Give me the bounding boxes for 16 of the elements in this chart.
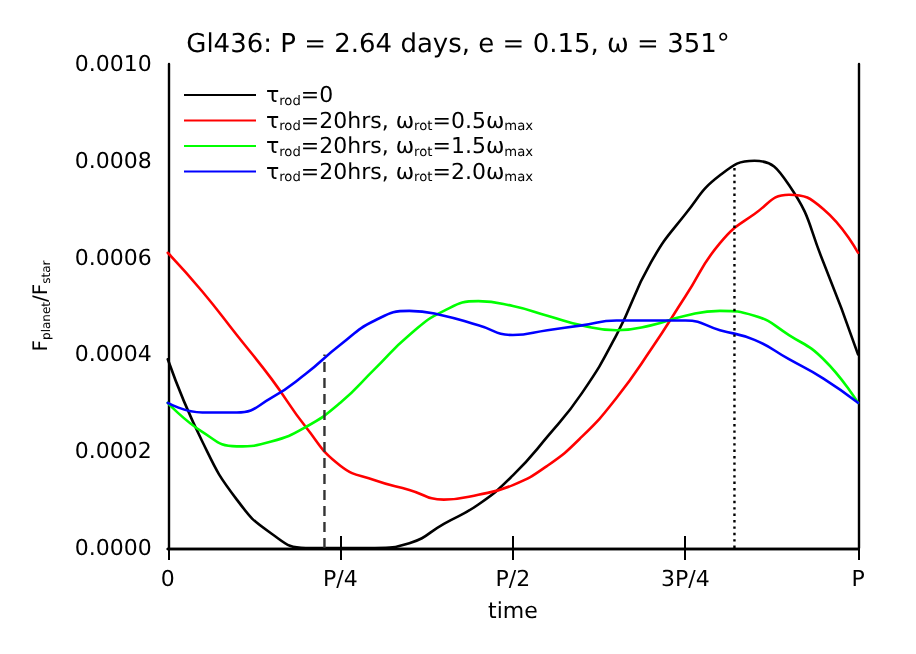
x-tick-label: 0 xyxy=(160,566,175,592)
line-series xyxy=(166,299,860,448)
y-tick-label: 0.0004 xyxy=(74,341,152,368)
x-axis-title: time xyxy=(488,597,539,624)
y-tick-label: 0.0000 xyxy=(74,535,152,561)
line-series xyxy=(166,193,860,501)
x-tick-label: P xyxy=(851,566,866,592)
x-tick-label: P/4 xyxy=(322,566,358,592)
y-tick-label: 0.0008 xyxy=(74,147,152,174)
y-tick-label: 0.0002 xyxy=(74,438,152,465)
x-tick-label: P/2 xyxy=(495,566,531,592)
x-tick-label: 3P/4 xyxy=(661,566,710,592)
y-tick-label: 0.0006 xyxy=(74,244,152,271)
chart-title: Gl436: P = 2.64 days, e = 0.15, ω = 351° xyxy=(186,30,730,60)
y-tick-label: 0.0010 xyxy=(74,51,152,77)
line-series xyxy=(166,309,860,414)
